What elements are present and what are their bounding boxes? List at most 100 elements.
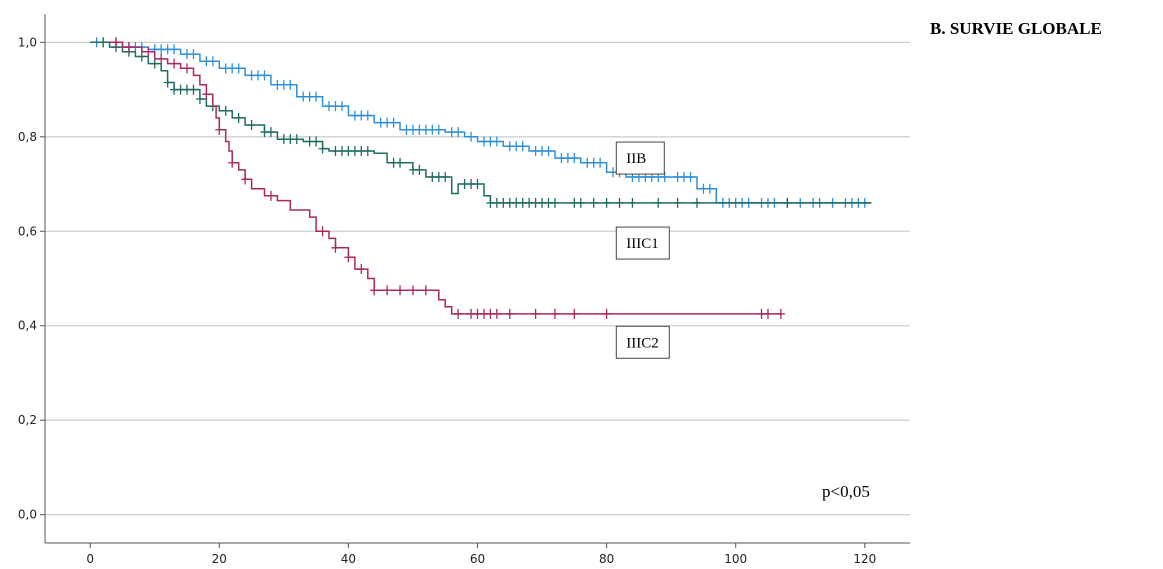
censor-mark-iiic1 (576, 197, 585, 208)
censor-mark-iiic2 (112, 37, 121, 48)
censor-mark-iiic2 (357, 264, 366, 275)
censor-mark-iiic1 (783, 197, 792, 208)
survival-curves (90, 37, 872, 319)
censor-mark-iib (363, 110, 372, 121)
series-label-text: IIB (626, 151, 646, 167)
y-tick-labels: 0,0 0,2 0,4 0,6 0,8 1,0 (18, 35, 45, 522)
censor-mark-iiic2 (408, 285, 417, 296)
censor-mark-iiic1 (189, 84, 198, 95)
censor-mark-iiic2 (763, 308, 772, 319)
x-tick-label: 100 (724, 552, 747, 566)
censor-mark-iiic1 (221, 105, 230, 116)
censor-mark-iib (434, 124, 443, 135)
censor-mark-iiic2 (492, 308, 501, 319)
censor-mark-iiic2 (266, 190, 275, 201)
censor-mark-iiic1 (615, 197, 624, 208)
censor-mark-iib (454, 127, 463, 138)
censor-mark-iib (705, 183, 714, 194)
y-tick-label: 0,2 (18, 413, 37, 427)
censor-mark-iib (686, 171, 695, 182)
censor-mark-iiic2 (421, 285, 430, 296)
censor-mark-iiic2 (318, 226, 327, 237)
series-labels: IIB IIIC1 IIIC2 (615, 141, 670, 359)
censor-mark-iiic1 (654, 197, 663, 208)
censor-mark-iib (467, 131, 476, 142)
censor-mark-iiic1 (602, 197, 611, 208)
p-value-annotation: p<0,05 (822, 482, 870, 501)
censor-mark-iib (518, 141, 527, 152)
censor-mark-iiic1 (628, 197, 637, 208)
censor-mark-iiic2 (241, 174, 250, 185)
series-label-box (615, 325, 670, 359)
x-tick-label: 40 (341, 552, 356, 566)
censor-mark-iiic2 (570, 308, 579, 319)
censor-mark-iib (208, 56, 217, 67)
censor-mark-iiic1 (247, 119, 256, 130)
censor-mark-iiic1 (415, 164, 424, 175)
censor-mark-iiic1 (692, 197, 701, 208)
series-label-box (615, 141, 665, 175)
censor-mark-iib (492, 136, 501, 147)
censor-mark-iib (389, 117, 398, 128)
censor-mark-iiic2 (215, 124, 224, 135)
censor-mark-iiic2 (550, 308, 559, 319)
censor-mark-iiic2 (144, 46, 153, 57)
censor-mark-iiic1 (396, 157, 405, 168)
censor-mark-iiic1 (312, 136, 321, 147)
censor-mark-iiic1 (473, 179, 482, 190)
x-tick-label: 20 (212, 552, 227, 566)
censor-mark-iiic2 (170, 58, 179, 69)
censor-mark-iib (570, 153, 579, 164)
censor-mark-iiic1 (195, 94, 204, 105)
censor-mark-iiic1 (266, 127, 275, 138)
censor-mark-iiic1 (234, 112, 243, 123)
y-tick-label: 0,8 (18, 130, 37, 144)
censor-mark-iiic2 (776, 308, 785, 319)
censor-mark-iiic1 (137, 51, 146, 62)
censor-mark-iiic2 (331, 242, 340, 253)
curve-iib (90, 41, 872, 204)
censor-mark-iiic1 (99, 37, 108, 48)
censor-mark-iiic2 (531, 308, 540, 319)
censor-mark-iiic1 (589, 197, 598, 208)
censor-mark-iiic2 (505, 308, 514, 319)
y-tick-label: 1,0 (18, 35, 37, 49)
censor-mark-iiic1 (441, 171, 450, 182)
censor-mark-iib (170, 44, 179, 55)
censor-mark-iiic1 (550, 197, 559, 208)
series-label-iiic2: IIIC2 (615, 325, 670, 359)
censor-mark-iiic2 (124, 42, 133, 53)
censor-mark-iiic2 (157, 53, 166, 64)
x-tick-label: 80 (599, 552, 614, 566)
censor-mark-iib (260, 70, 269, 81)
censor-mark-iiic2 (454, 308, 463, 319)
censor-mark-iiic2 (396, 285, 405, 296)
y-tick-label: 0,6 (18, 224, 37, 238)
censor-mark-iiic1 (150, 58, 159, 69)
censor-mark-iib (286, 79, 295, 90)
censor-mark-iiic2 (202, 89, 211, 100)
series-label-text: IIIC1 (626, 236, 659, 252)
censor-mark-iiic2 (370, 285, 379, 296)
series-label-box (615, 226, 670, 260)
censor-mark-iiic1 (673, 197, 682, 208)
censor-mark-iib (337, 101, 346, 112)
censor-mark-iiic2 (183, 63, 192, 74)
series-label-iib: IIB (615, 141, 665, 175)
censor-mark-iiic2 (383, 285, 392, 296)
censor-mark-iiic2 (602, 308, 611, 319)
x-tick-label: 0 (86, 552, 94, 566)
censor-mark-iib (596, 157, 605, 168)
x-tick-label: 120 (853, 552, 876, 566)
censor-mark-iiic1 (318, 143, 327, 154)
y-tick-label: 0,4 (18, 319, 37, 333)
curve-iiic1 (90, 41, 872, 204)
censor-mark-iib (312, 91, 321, 102)
chart-title: B. SURVIE GLOBALE (930, 19, 1102, 38)
censor-mark-iiic1 (363, 145, 372, 156)
x-tick-labels: 0 20 40 60 80 100 120 (86, 543, 876, 566)
censor-mark-iib (544, 145, 553, 156)
censor-mark-iiic2 (344, 252, 353, 263)
censor-mark-iiic1 (292, 134, 301, 145)
